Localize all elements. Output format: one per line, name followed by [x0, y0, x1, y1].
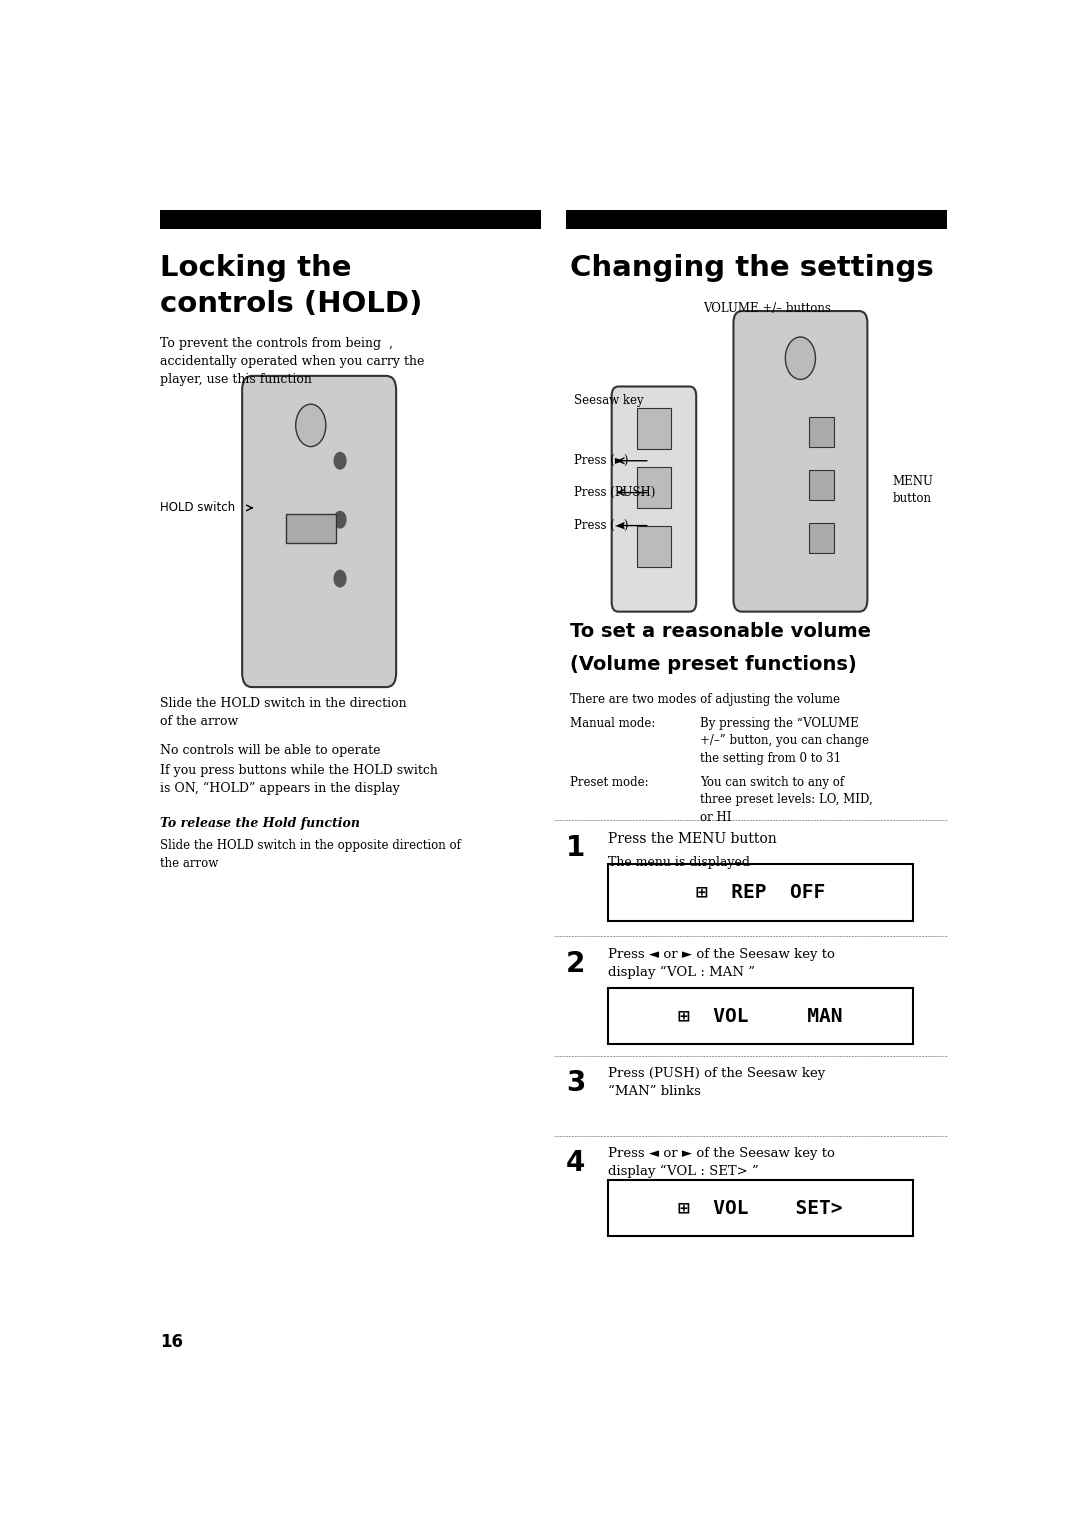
Text: To release the Hold function: To release the Hold function [160, 816, 360, 830]
Text: Locking the: Locking the [160, 254, 352, 282]
Text: Press (PUSH): Press (PUSH) [575, 485, 656, 499]
Text: If you press buttons while the HOLD switch
is ON, “HOLD” appears in the display: If you press buttons while the HOLD swit… [160, 764, 438, 795]
Text: ⊞  REP  OFF: ⊞ REP OFF [696, 883, 825, 902]
Text: 1: 1 [566, 834, 585, 862]
Text: Press (PUSH) of the Seesaw key
“MAN” blinks: Press (PUSH) of the Seesaw key “MAN” bli… [608, 1067, 825, 1098]
Text: ⊞  VOL     MAN: ⊞ VOL MAN [678, 1006, 842, 1026]
Bar [285, 514, 336, 544]
Bar [608, 863, 914, 920]
Text: Press ◄ or ► of the Seesaw key to
display “VOL : SET> ”: Press ◄ or ► of the Seesaw key to displa… [608, 1147, 835, 1179]
Bar [637, 525, 671, 566]
Text: Press (►): Press (►) [575, 455, 629, 467]
Text: ⊞  VOL    SET>: ⊞ VOL SET> [678, 1199, 842, 1217]
Text: 16: 16 [160, 1334, 184, 1352]
Text: Press ◄ or ► of the Seesaw key to
display “VOL : MAN ”: Press ◄ or ► of the Seesaw key to displa… [608, 948, 835, 978]
Text: 2: 2 [566, 949, 585, 978]
Text: Seesaw key: Seesaw key [575, 393, 644, 407]
Bar [566, 210, 947, 228]
Bar [637, 467, 671, 508]
Circle shape [334, 453, 346, 468]
Text: To set a reasonable volume: To set a reasonable volume [570, 622, 872, 641]
Text: HOLD switch: HOLD switch [160, 502, 235, 514]
Text: 3: 3 [566, 1069, 585, 1098]
Text: The menu is displayed: The menu is displayed [608, 856, 750, 868]
Text: By pressing the “VOLUME
+/–” button, you can change
the setting from 0 to 31: By pressing the “VOLUME +/–” button, you… [700, 717, 869, 764]
Circle shape [296, 404, 326, 447]
Text: To prevent the controls from being  ,
accidentally operated when you carry the
p: To prevent the controls from being , acc… [160, 337, 424, 386]
Text: Changing the settings: Changing the settings [570, 254, 934, 282]
Bar [637, 407, 671, 449]
Text: 4: 4 [566, 1150, 585, 1177]
Text: You can switch to any of
three preset levels: LO, MID,
or HI: You can switch to any of three preset le… [700, 776, 873, 824]
Bar [809, 524, 834, 553]
Text: Slide the HOLD switch in the direction
of the arrow: Slide the HOLD switch in the direction o… [160, 697, 407, 727]
Text: Press the MENU button: Press the MENU button [608, 833, 777, 847]
Text: There are two modes of adjusting the volume: There are two modes of adjusting the vol… [570, 694, 840, 706]
Text: (Volume preset functions): (Volume preset functions) [570, 655, 858, 674]
FancyBboxPatch shape [242, 377, 396, 687]
Circle shape [334, 571, 346, 586]
FancyBboxPatch shape [611, 386, 697, 612]
Text: VOLUME +/– buttons: VOLUME +/– buttons [703, 302, 831, 314]
Text: MENU
button: MENU button [892, 475, 933, 505]
Bar [160, 210, 541, 228]
Bar [608, 1180, 914, 1237]
Circle shape [785, 337, 815, 380]
Bar [809, 470, 834, 499]
Bar [809, 416, 834, 447]
FancyBboxPatch shape [733, 311, 867, 612]
Circle shape [334, 511, 346, 528]
Text: Preset mode:: Preset mode: [570, 776, 649, 788]
Text: Manual mode:: Manual mode: [570, 717, 656, 730]
Bar [608, 987, 914, 1044]
Text: No controls will be able to operate: No controls will be able to operate [160, 744, 380, 756]
Text: Press (◄): Press (◄) [575, 519, 629, 533]
Text: controls (HOLD): controls (HOLD) [160, 289, 422, 318]
Text: Slide the HOLD switch in the opposite direction of
the arrow: Slide the HOLD switch in the opposite di… [160, 839, 461, 870]
